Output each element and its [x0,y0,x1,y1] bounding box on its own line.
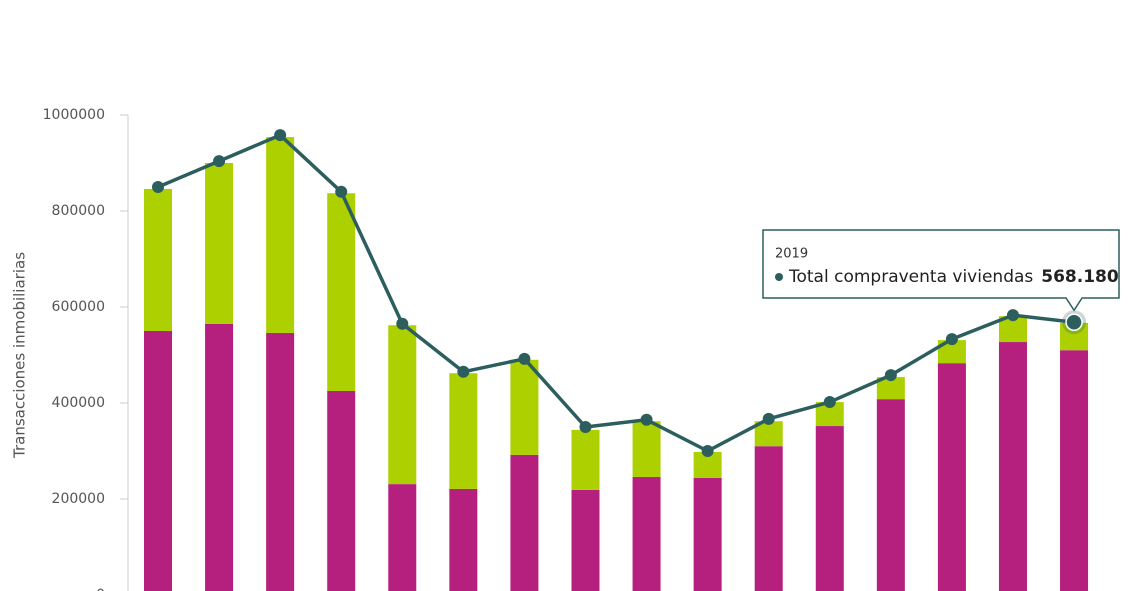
bar-segment [327,391,356,591]
bar-segment [388,325,417,485]
bar-segment [327,193,356,391]
y-tick-label: 200000 [52,491,105,507]
bar-segment [144,331,172,591]
bar-segment [1060,350,1089,591]
bar-segment [571,489,600,591]
bar-segment [693,477,722,591]
y-tick-label: 0 [96,587,105,591]
bar-segment [876,399,905,591]
marker [274,129,287,142]
bar-segment [449,373,478,489]
bar-segment [388,484,417,591]
y-tick-label: 1000000 [43,107,105,123]
bar-segment [632,476,661,591]
bar-segment [571,429,600,490]
y-tick-label: 600000 [52,299,105,315]
marker [152,181,164,193]
bar-segment [937,363,966,591]
marker [213,155,226,168]
bar-segment [510,359,539,455]
bar-segment [205,163,234,324]
marker [945,333,958,346]
tooltip: 2019 Total compraventa viviendas 568.180 [762,229,1120,312]
y-tick-label: 800000 [52,203,105,219]
tooltip-bullet [775,273,783,281]
tooltip-title: 2019 [775,247,808,262]
bar-segment [815,426,844,591]
bar-segment [144,188,172,331]
y-axis-title: Transacciones inmobiliarias [11,252,29,459]
bar-segment [510,454,539,591]
tooltip-value: 568.180 [1041,267,1119,287]
tooltip-box [762,229,1120,312]
marker [518,352,531,365]
tooltip-series-name: Total compraventa viviendas [788,267,1033,287]
bar-segment [205,323,234,591]
marker [640,413,653,426]
marker [335,185,348,198]
tooltip-text: Total compraventa viviendas 568.180 [788,267,1119,287]
bar-segment [266,332,295,591]
bar-segment [632,421,661,477]
marker [701,445,714,457]
bar-segment [754,446,783,591]
marker [1065,313,1083,332]
marker [762,412,775,425]
bar-segment [998,342,1027,591]
bar-segment [876,377,905,400]
marker [579,421,592,433]
marker [396,317,409,330]
y-tick-label: 400000 [52,395,105,411]
marker [884,369,897,382]
marker [1006,309,1019,322]
line [157,133,1075,453]
bar-segment [449,488,478,591]
marker [823,396,836,409]
bar-segment [266,137,295,333]
bar-segment [937,340,966,364]
marker [457,365,470,378]
